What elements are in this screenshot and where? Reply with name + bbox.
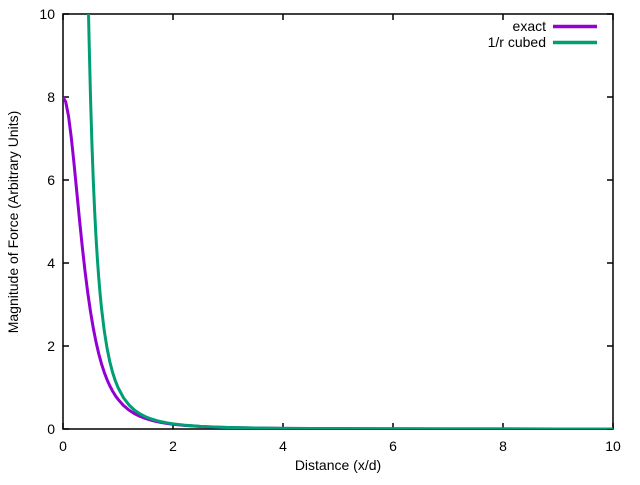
legend-entry-1r-cubed: 1/r cubed (488, 34, 597, 50)
x-tick-label: 8 (499, 438, 507, 454)
x-tick-label: 10 (605, 438, 621, 454)
curve-1-r-cubed (87, 14, 613, 429)
x-tick-label: 6 (389, 438, 397, 454)
axis-ticks: 0 2 4 6 8 10 0 2 4 6 8 10 (39, 6, 621, 454)
plot-border (62, 13, 614, 430)
y-tick-label: 10 (39, 6, 55, 22)
legend-label-exact: exact (513, 18, 547, 34)
legend-label-1r-cubed: 1/r cubed (488, 34, 546, 50)
legend: exact 1/r cubed (488, 18, 597, 50)
x-tick-label: 4 (279, 438, 287, 454)
y-tick-label: 4 (47, 255, 55, 271)
data-curves (63, 14, 613, 429)
legend-entry-exact: exact (513, 18, 597, 34)
x-tick-label: 0 (59, 438, 67, 454)
y-tick-label: 0 (47, 421, 55, 437)
y-axis-label: Magnitude of Force (Arbitrary Units) (5, 111, 21, 334)
x-tick-label: 2 (169, 438, 177, 454)
y-tick-label: 6 (47, 172, 55, 188)
curve-exact (63, 96, 613, 429)
x-axis-label: Distance (x/d) (295, 457, 381, 473)
y-tick-label: 2 (47, 338, 55, 354)
y-tick-label: 8 (47, 89, 55, 105)
